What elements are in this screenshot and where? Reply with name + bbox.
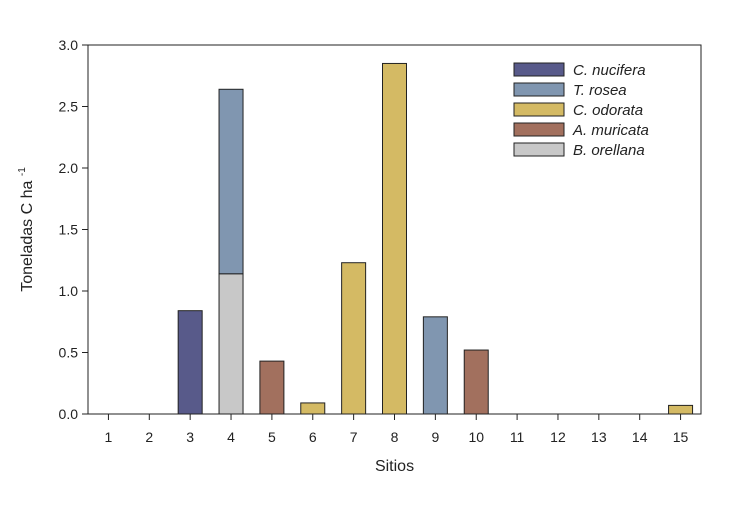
x-tick-label: 6 [309,429,317,445]
x-axis-title: Sitios [375,458,414,475]
y-tick-label: 3.0 [59,37,79,53]
bar-a-muricata-sitio-5 [259,360,285,415]
legend-swatch [513,102,565,117]
bar-c-odorata-sitio-6 [300,402,326,415]
x-tick-label: 1 [105,429,113,445]
x-tick-label: 4 [227,429,235,445]
legend-swatch [513,82,565,97]
bar-c-odorata-sitio-7 [341,262,367,415]
bar-a-muricata-sitio-10 [463,349,489,415]
legend-label: C. nucifera [573,62,646,79]
x-axis-ticks: 1 2 3 4 5 6 7 8 9 10 11 12 13 14 15 [105,414,689,445]
y-tick-label: 2.5 [59,99,79,115]
bar-c-odorata-sitio-8 [382,62,407,415]
y-axis-title-main: Toneladas C ha [19,180,36,291]
x-tick-label: 9 [431,429,439,445]
y-tick-label: 1.0 [59,283,79,299]
legend-swatch [513,62,565,77]
y-tick-label: 2.0 [59,160,79,176]
y-tick-label: 0.5 [59,345,79,361]
x-tick-label: 8 [391,429,399,445]
legend-label: A. muricata [572,122,649,139]
legend: C. nucifera T. rosea C. odorata A. muricata… [513,62,649,159]
y-axis-title: Toneladas C ha -1 [17,167,36,292]
bar-c-nucifera-sitio-3 [177,310,203,415]
legend-label: C. odorata [573,102,643,119]
y-tick-label: 1.5 [59,222,79,238]
y-tick-label: 0.0 [59,406,79,422]
x-tick-label: 12 [550,429,566,445]
y-axis-title-superscript: -1 [17,167,28,176]
x-tick-label: 14 [632,429,648,445]
y-axis-ticks: 0.0 0.5 1.0 1.5 2.0 2.5 3.0 [59,37,88,422]
bar-t-rosea-sitio-9 [422,316,448,415]
x-tick-label: 7 [350,429,358,445]
legend-label: T. rosea [573,82,627,99]
legend-swatch [513,122,565,137]
legend-swatch [513,142,565,157]
x-tick-label: 5 [268,429,276,445]
x-tick-label: 11 [510,429,525,445]
bar-c-odorata-sitio-15 [668,404,694,415]
x-tick-label: 3 [186,429,194,445]
bar-b-orellana-sitio-4 [218,273,244,415]
x-tick-label: 13 [591,429,607,445]
x-tick-label: 2 [145,429,153,445]
x-tick-label: 10 [468,429,484,445]
plot-frame [87,44,702,415]
bars-group [177,62,694,415]
bar-t-rosea-sitio-4 [218,88,244,275]
x-tick-label: 15 [673,429,689,445]
legend-label: B. orellana [573,142,645,159]
